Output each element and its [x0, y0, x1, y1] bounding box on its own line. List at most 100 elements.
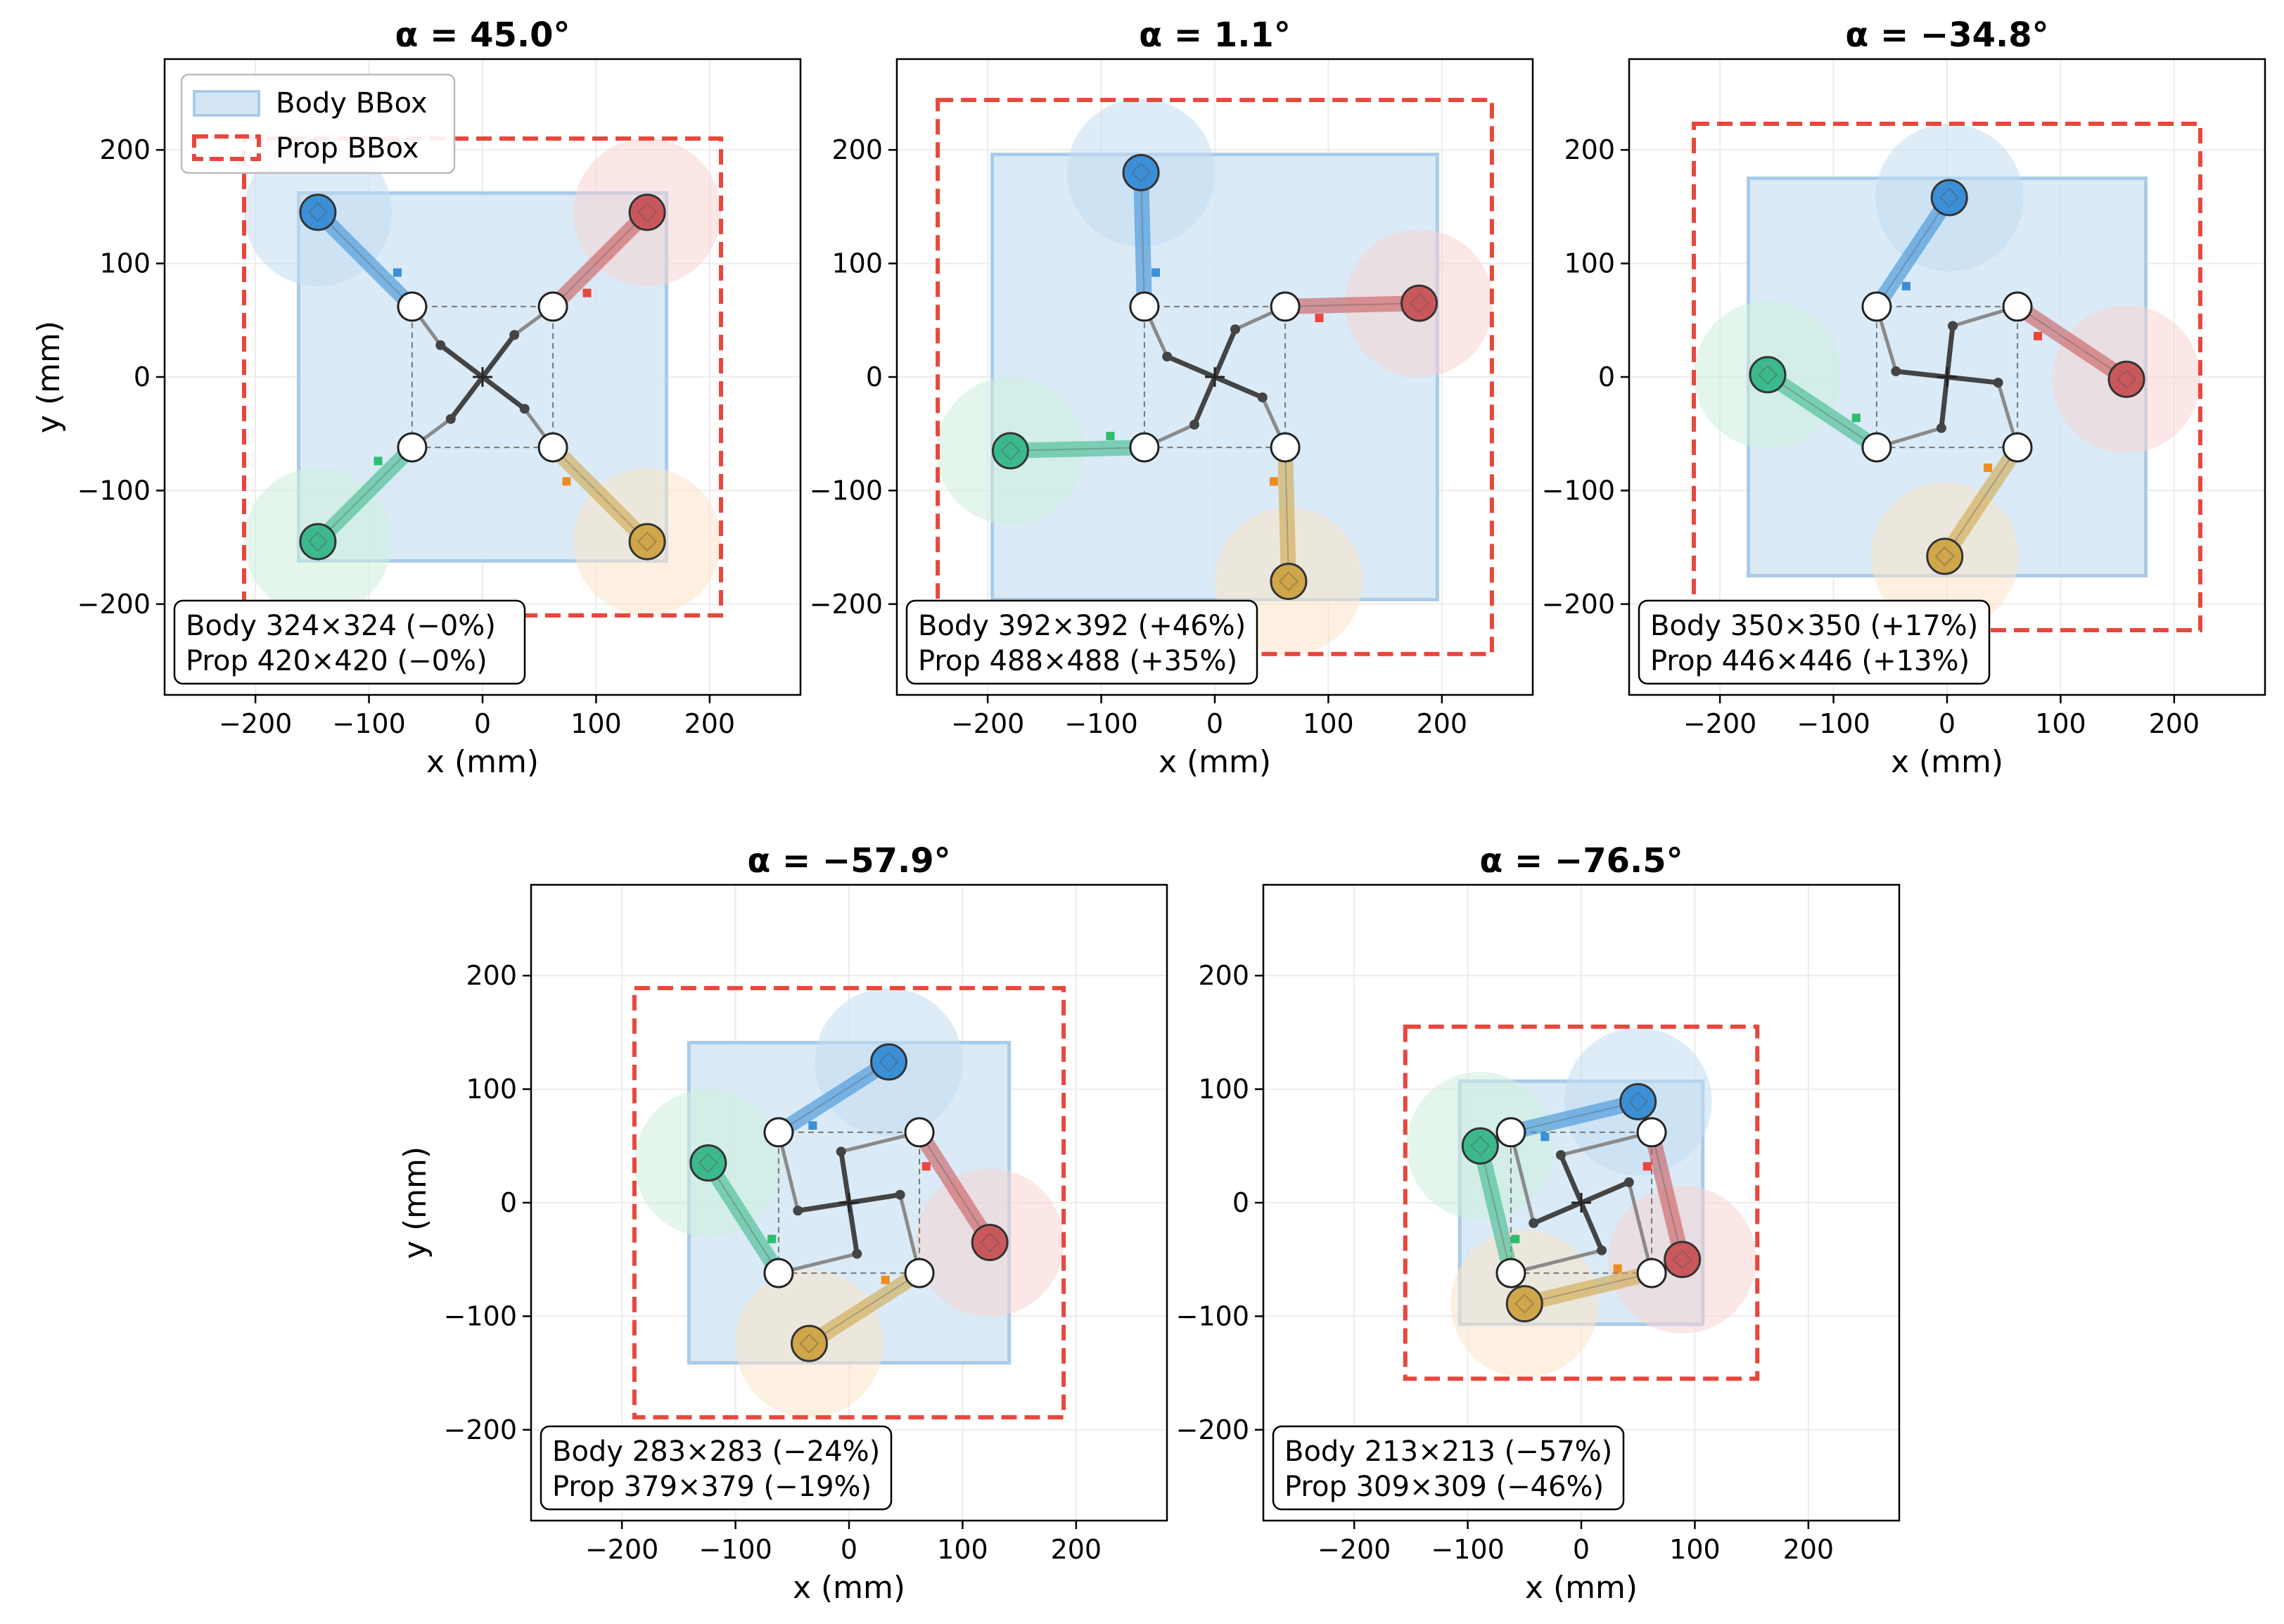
arm-centerline: [778, 1061, 890, 1133]
motor-marker: [1514, 1293, 1535, 1314]
arm-centerline: [1010, 447, 1144, 452]
plot-area: [1263, 885, 1899, 1521]
x-tick-label: 0: [1939, 708, 1956, 739]
arm-centerline: [552, 447, 648, 542]
arm-centerline: [808, 1272, 920, 1345]
info-body-size: Body 392×392 (+46%): [918, 610, 1246, 642]
motor-marker: [1939, 187, 1960, 208]
root-joint: [1270, 432, 1301, 463]
root-joint: [397, 291, 428, 322]
arm-centerline: [552, 212, 648, 307]
motor-marker: [1278, 571, 1299, 592]
plot-area: [1629, 59, 2265, 695]
info-box: Body 213×213 (−57%)Prop 309×309 (−46%): [1272, 1425, 1625, 1511]
arm-marker: [1151, 268, 1161, 277]
hub-spoke: [1164, 354, 1218, 380]
hub-spoke: [1212, 326, 1238, 380]
hub-spoke: [480, 374, 528, 411]
hub-spoke: [438, 343, 485, 380]
motor-marker: [1000, 440, 1021, 461]
y-tick-label: −200: [810, 589, 883, 620]
arm-marker: [1269, 477, 1278, 486]
hub-spoke: [1558, 1152, 1584, 1206]
frame-square: [411, 305, 554, 449]
x-tick-label: 100: [2035, 708, 2086, 739]
info-body-size: Body 350×350 (+17%): [1650, 610, 1978, 642]
frame-square: [777, 1131, 921, 1274]
root-joint: [1129, 291, 1160, 322]
hub-joint: [852, 1248, 862, 1259]
x-tick-label: 100: [937, 1534, 988, 1565]
hub-joint: [793, 1206, 803, 1216]
arm-centerline: [1479, 1146, 1512, 1274]
motor-marker: [1628, 1092, 1648, 1112]
y-tick-label: 100: [99, 248, 151, 279]
root-joint: [904, 1117, 935, 1148]
arm-bottom-left: [701, 1158, 786, 1278]
subplot-title: α = 45.0°: [395, 15, 570, 55]
arm-bottom-left: [1763, 368, 1882, 454]
root-joint: [904, 1258, 935, 1289]
arm-centerline: [1944, 447, 2018, 557]
hub-joint: [1891, 366, 1901, 376]
info-box: Body 283×283 (−24%)Prop 379×379 (−19%): [540, 1425, 893, 1511]
linkage-bar: [1560, 1130, 1652, 1157]
arm-centerline: [317, 212, 413, 307]
x-tick-label: −100: [1064, 708, 1137, 739]
arm-marker: [1642, 1162, 1652, 1171]
y-tick-label: 200: [466, 960, 517, 991]
arm-marker: [808, 1121, 817, 1130]
hub-spoke: [1192, 374, 1218, 428]
legend-prop-swatch: [192, 134, 261, 161]
root-joint: [1129, 432, 1160, 463]
x-tick-label: 0: [474, 708, 491, 739]
x-axis-label: x (mm): [1525, 1570, 1638, 1606]
motor-marker: [1934, 546, 1955, 567]
legend-prop-label: Prop BBox: [276, 132, 419, 165]
x-tick-label: −100: [332, 708, 405, 739]
hub-joint: [895, 1189, 905, 1200]
linkage-bar: [1509, 1132, 1536, 1224]
root-joint: [1270, 291, 1301, 322]
hub-joint: [836, 1146, 846, 1157]
y-tick-label: 100: [831, 248, 883, 279]
x-tick-label: 0: [841, 1534, 857, 1565]
info-box: Body 392×392 (+46%)Prop 488×488 (+35%): [905, 599, 1258, 685]
arm-marker: [1901, 281, 1910, 290]
subplot-4: −200 200 −100 100 0 0 100 −100 200 −200 α = −57.9°…: [397, 841, 1168, 1606]
arm-bottom-right: [805, 1266, 924, 1350]
x-tick-label: 100: [570, 708, 622, 739]
arm-top-left: [774, 1055, 893, 1139]
info-box-frame: [540, 1425, 893, 1511]
hub-spoke: [1212, 374, 1265, 400]
root-joint: [763, 1258, 794, 1289]
y-tick-label: 0: [1232, 1187, 1249, 1218]
y-tick-label: 100: [1564, 248, 1615, 279]
arm-top-left: [1509, 1094, 1640, 1140]
arm-marker: [374, 456, 383, 466]
arm-marker: [767, 1234, 777, 1243]
hub-spoke: [448, 374, 485, 422]
arm-marker: [881, 1275, 890, 1284]
hub-spoke: [1578, 1200, 1604, 1253]
hub-joint: [1529, 1218, 1539, 1229]
arm-bottom-left: [1472, 1144, 1519, 1275]
motor-marker: [2116, 369, 2137, 390]
y-tick-label: −200: [1176, 1414, 1249, 1445]
y-tick-label: −200: [1542, 589, 1615, 620]
root-joint: [2002, 432, 2033, 463]
y-tick-label: 100: [466, 1074, 517, 1105]
y-tick-label: 200: [1564, 134, 1615, 165]
motor-marker: [1757, 364, 1778, 385]
y-tick-label: −200: [77, 589, 151, 620]
plot-area: [165, 59, 800, 695]
arm-centerline: [707, 1162, 779, 1274]
motor-marker: [1409, 293, 1429, 314]
hub-joint: [445, 414, 456, 424]
root-joint: [1495, 1258, 1526, 1289]
arm-top-left: [1133, 172, 1152, 307]
y-tick-label: −100: [810, 475, 883, 506]
arm-centerline: [1651, 1132, 1683, 1260]
hub-joint: [1948, 321, 1958, 331]
